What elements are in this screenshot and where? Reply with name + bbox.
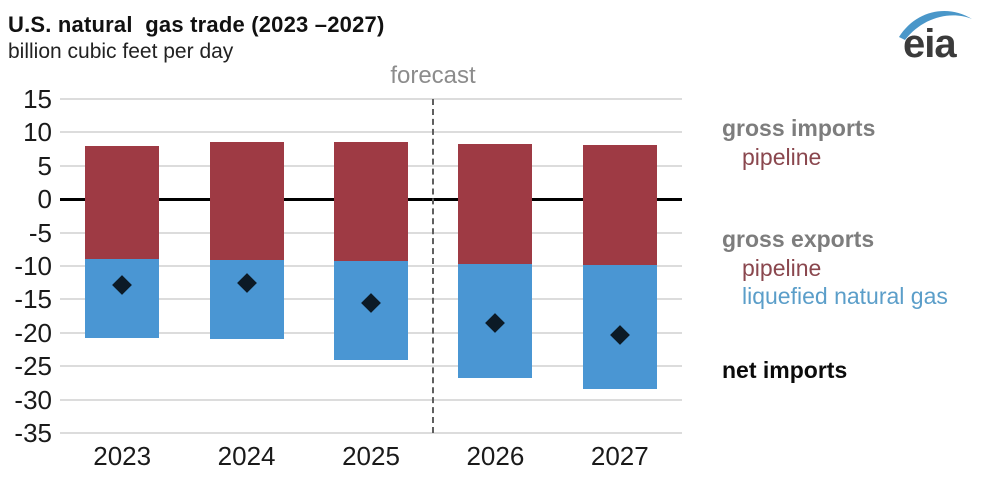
y-axis-tick-label: -20 [14,317,52,348]
y-axis-tick-label: -10 [14,251,52,281]
y-axis-tick-label: 15 [23,84,52,114]
y-axis-tick-label: -15 [14,284,52,315]
y-axis-tick-label: 5 [37,150,52,181]
y-axis-tick-label: -25 [14,351,52,382]
pipeline-trade-bar [209,142,284,260]
legend-gross-exports: gross exports [722,226,875,252]
pipeline-trade-bar [582,145,657,266]
legend-net-imports: net imports [722,357,848,383]
pipeline-trade-bar [85,145,160,259]
x-axis-label: 2026 [466,441,525,471]
eia-logo-graphic: eia [899,10,972,66]
legend-imports-pipeline: pipeline [742,144,822,170]
forecast-divider-line [432,99,435,433]
pipeline-trade-bar [334,141,408,262]
y-gridline [60,432,682,434]
pipeline-trade-bar [458,144,533,264]
eia-logo: eia [896,4,976,66]
y-gridline [60,365,682,368]
y-gridline [60,398,682,401]
y-axis-tick-label: -35 [14,418,52,448]
x-axis-label: 2023 [93,441,152,471]
eia-swoosh-icon [899,10,972,40]
legend-exports-lng: liquefied natural gas [742,283,948,309]
x-axis-label: 2024 [217,441,276,471]
legend-exports-pipeline: pipeline [742,255,822,281]
y-gridline [60,131,682,134]
x-axis-label: 2025 [342,441,400,471]
y-axis-tick-label: 0 [37,184,52,215]
y-axis-tick-label: -5 [28,217,52,248]
y-gridline [60,98,682,100]
page-title: U.S. natural gas trade (2023 –2027) [8,12,385,37]
legend-gross-imports: gross imports [722,115,876,141]
lng-exports-bar [85,258,160,339]
x-axis-label: 2027 [590,441,649,471]
page-subtitle: billion cubic feet per day [8,40,234,63]
eia-logo-text: eia [903,22,957,66]
y-axis-tick-label: 10 [23,117,52,148]
y-axis-tick-label: -30 [14,384,52,415]
forecast-label: forecast [390,62,476,89]
